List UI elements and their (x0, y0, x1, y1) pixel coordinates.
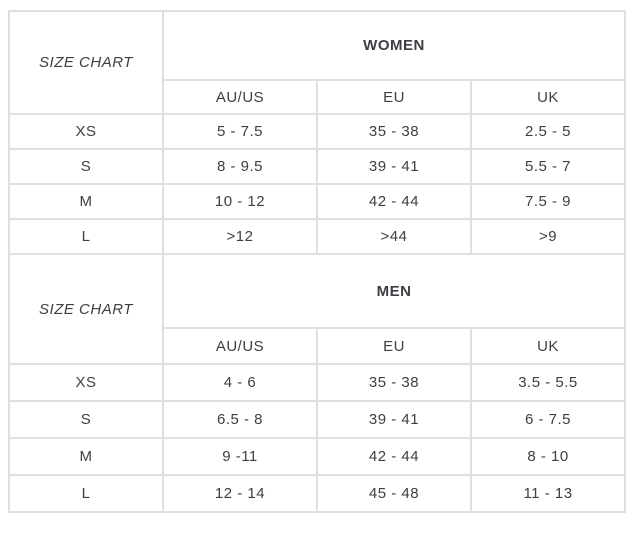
value-cell: 35 - 38 (316, 113, 472, 150)
value-cell: 9 -11 (162, 437, 318, 476)
value-cell: 45 - 48 (316, 474, 472, 513)
men-col-header-eu: EU (316, 327, 472, 365)
page-content: SIZE CHART WOMEN AU/US EU UK XS 5 - 7.5 … (8, 10, 626, 513)
value-cell: 11 - 13 (470, 474, 626, 513)
value-cell: 4 - 6 (162, 363, 318, 402)
women-col-header-au-us: AU/US (162, 79, 318, 115)
size-cell: XS (8, 363, 164, 402)
women-size-chart: SIZE CHART WOMEN AU/US EU UK XS 5 - 7.5 … (8, 10, 626, 255)
size-cell: S (8, 148, 164, 185)
men-corner-label: SIZE CHART (8, 253, 164, 365)
table-row: L >12 >44 >9 (8, 218, 626, 255)
value-cell: >9 (470, 218, 626, 255)
size-cell: M (8, 183, 164, 220)
table-row: XS 5 - 7.5 35 - 38 2.5 - 5 (8, 113, 626, 150)
men-size-chart: SIZE CHART MEN AU/US EU UK XS 4 - 6 35 -… (8, 253, 626, 513)
value-cell: >12 (162, 218, 318, 255)
size-cell: L (8, 474, 164, 513)
value-cell: >44 (316, 218, 472, 255)
value-cell: 6 - 7.5 (470, 400, 626, 439)
value-cell: 8 - 9.5 (162, 148, 318, 185)
size-cell: M (8, 437, 164, 476)
table-row: AU/US EU UK (9, 327, 626, 365)
size-cell: L (8, 218, 164, 255)
value-cell: 2.5 - 5 (470, 113, 626, 150)
size-cell: XS (8, 113, 164, 150)
value-cell: 3.5 - 5.5 (470, 363, 626, 402)
men-group-header: MEN (162, 253, 626, 329)
value-cell: 8 - 10 (470, 437, 626, 476)
value-cell: 42 - 44 (316, 437, 472, 476)
value-cell: 39 - 41 (316, 148, 472, 185)
men-col-header-au-us: AU/US (162, 327, 318, 365)
table-row: AU/US EU UK (9, 79, 626, 115)
table-row: S 8 - 9.5 39 - 41 5.5 - 7 (8, 148, 626, 185)
size-cell: S (8, 400, 164, 439)
value-cell: 12 - 14 (162, 474, 318, 513)
table-row: S 6.5 - 8 39 - 41 6 - 7.5 (8, 400, 626, 439)
size-chart-table: SIZE CHART WOMEN AU/US EU UK XS 5 - 7.5 … (8, 10, 626, 513)
value-cell: 42 - 44 (316, 183, 472, 220)
table-row: M 9 -11 42 - 44 8 - 10 (8, 437, 626, 476)
value-cell: 5.5 - 7 (470, 148, 626, 185)
value-cell: 7.5 - 9 (470, 183, 626, 220)
men-col-header-uk: UK (470, 327, 626, 365)
value-cell: 10 - 12 (162, 183, 318, 220)
value-cell: 35 - 38 (316, 363, 472, 402)
value-cell: 39 - 41 (316, 400, 472, 439)
value-cell: 5 - 7.5 (162, 113, 318, 150)
women-col-header-eu: EU (316, 79, 472, 115)
women-group-header: WOMEN (162, 10, 626, 81)
table-row: SIZE CHART WOMEN (8, 10, 626, 115)
table-row: L 12 - 14 45 - 48 11 - 13 (8, 474, 626, 513)
table-row: SIZE CHART MEN (8, 253, 626, 365)
table-row: XS 4 - 6 35 - 38 3.5 - 5.5 (8, 363, 626, 402)
women-corner-label: SIZE CHART (8, 10, 164, 115)
women-col-header-uk: UK (470, 79, 626, 115)
table-row: M 10 - 12 42 - 44 7.5 - 9 (8, 183, 626, 220)
value-cell: 6.5 - 8 (162, 400, 318, 439)
